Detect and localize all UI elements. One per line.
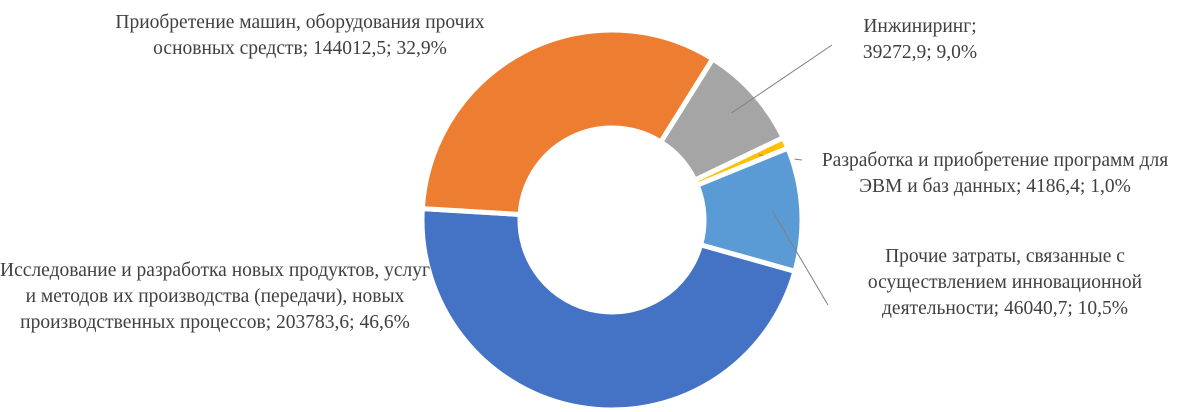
leader-line xyxy=(771,210,829,306)
data-label: Приобретение машин, оборудования прочих … xyxy=(90,10,510,62)
percent: 32,9% xyxy=(396,38,447,59)
value: 46040,7 xyxy=(1003,298,1068,319)
separator: ; xyxy=(1067,298,1078,319)
percent: 9,0% xyxy=(936,42,978,63)
value: 39272,9 xyxy=(862,42,927,63)
separator: ; xyxy=(926,42,937,63)
separator: ; xyxy=(265,312,277,333)
separator: ; xyxy=(302,38,314,59)
data-label: Исследование и разработка новых продукто… xyxy=(0,258,430,336)
separator: ; xyxy=(971,16,977,37)
separator: ; xyxy=(386,38,397,59)
category: Разработка и приобретение программ для Э… xyxy=(821,150,1169,197)
separator: ; xyxy=(993,298,1004,319)
percent: 46,6% xyxy=(359,312,410,333)
percent: 1,0% xyxy=(1090,176,1131,197)
category: Исследование и разработка новых продукто… xyxy=(0,260,430,333)
separator: ; xyxy=(349,312,360,333)
category: Прочие затраты, связанные с осуществлени… xyxy=(867,246,1143,319)
donut-segment xyxy=(419,27,717,218)
separator: ; xyxy=(1079,176,1091,197)
value: 144012,5 xyxy=(313,38,387,59)
data-label: Инжиниринг; 39272,9; 9,0% xyxy=(830,14,1010,66)
value: 203783,6 xyxy=(276,312,350,333)
value: 4186,4 xyxy=(1026,176,1080,197)
leader-line xyxy=(731,44,833,114)
category: Приобретение машин, оборудования прочих … xyxy=(115,12,485,59)
percent: 10,5% xyxy=(1077,298,1128,319)
separator: ; xyxy=(1016,176,1027,197)
data-label: Разработка и приобретение программ для Э… xyxy=(820,148,1170,200)
category: Инжиниринг xyxy=(863,16,972,37)
donut-segment xyxy=(419,205,799,412)
data-label: Прочие затраты, связанные с осуществлени… xyxy=(820,244,1190,322)
